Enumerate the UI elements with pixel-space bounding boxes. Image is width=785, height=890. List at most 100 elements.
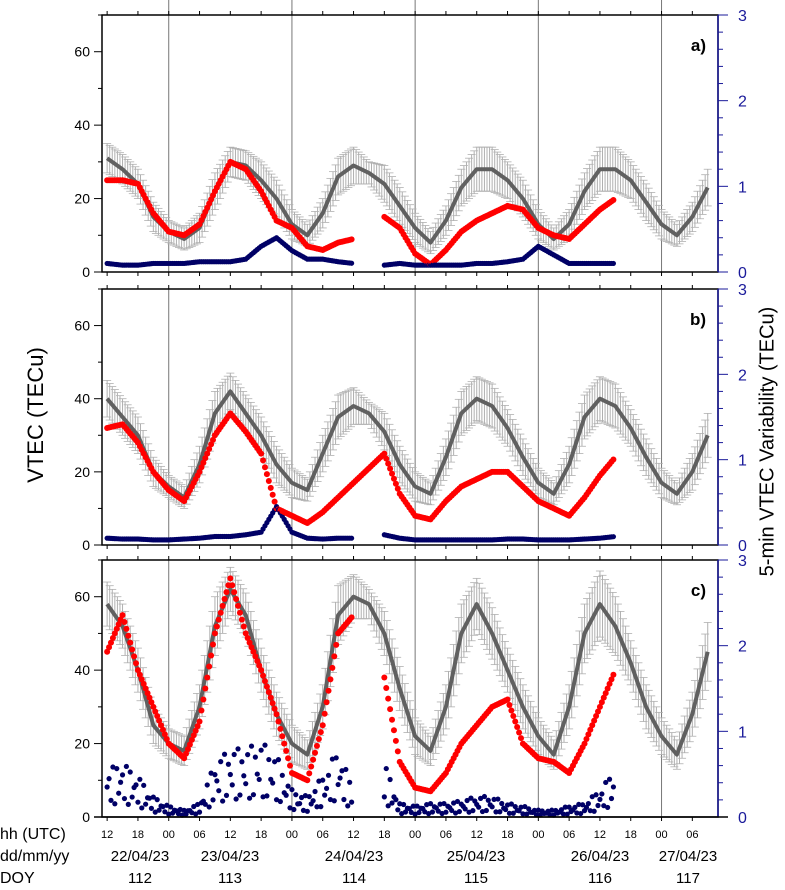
observed-vtec-point (198, 464, 205, 471)
hour-tick-label: 12 (347, 829, 360, 841)
observed-vtec-point (156, 717, 163, 724)
variability-point (252, 754, 258, 760)
observed-vtec-point (587, 726, 594, 733)
hour-tick-label: 06 (563, 829, 576, 841)
variability-point (385, 803, 391, 809)
variability-point (497, 809, 503, 815)
variability-point (119, 772, 126, 778)
observed-vtec-point (121, 618, 128, 625)
observed-vtec-point (387, 465, 394, 472)
variability-point (277, 798, 283, 805)
variability-point (275, 757, 282, 763)
observed-vtec-point (283, 747, 290, 754)
observed-vtec-point (213, 623, 220, 630)
variability-point (503, 806, 509, 813)
variability-point (243, 781, 249, 787)
observed-vtec-point (510, 713, 517, 720)
observed-vtec-point (131, 653, 138, 660)
observed-vtec-point (146, 694, 153, 701)
observed-vtec-point (221, 596, 228, 603)
variability-point (476, 804, 482, 810)
variability-point (114, 765, 120, 772)
observed-vtec-point (127, 639, 134, 646)
observed-vtec-point (115, 621, 122, 628)
observed-vtec-point (211, 630, 218, 637)
variability-point (593, 792, 599, 798)
variability-point (266, 756, 272, 763)
observed-vtec-point (304, 777, 311, 784)
observed-vtec-point (233, 596, 240, 603)
variability-point (196, 809, 203, 815)
variability-point (297, 800, 303, 807)
left-y-tick-label: 40 (74, 117, 90, 133)
variability-point (335, 781, 341, 788)
observed-vtec-point (325, 687, 332, 694)
variability-point (106, 776, 112, 782)
variability-point (349, 799, 355, 805)
observed-vtec-point (285, 755, 292, 762)
observed-vtec-point (600, 694, 607, 701)
variability-point (210, 797, 216, 803)
observed-vtec-point (150, 703, 157, 710)
variability-point (202, 801, 208, 807)
variability-point (221, 751, 228, 757)
observed-vtec-point (383, 685, 390, 692)
variability-point (310, 798, 316, 804)
observed-vtec-point (250, 648, 257, 655)
observed-vtec-point (387, 706, 394, 713)
variability-point (347, 779, 353, 785)
variability-point (235, 746, 241, 752)
observed-vtec-point (231, 589, 238, 596)
variability-point (345, 803, 351, 809)
hour-tick-label: 18 (255, 829, 268, 841)
variability-point (273, 797, 280, 803)
observed-vtec-point (583, 735, 590, 742)
variability-point (150, 794, 156, 800)
variability-point (562, 804, 568, 810)
hour-tick-label: 06 (686, 829, 699, 841)
variability-point (206, 804, 212, 810)
variability-point (437, 801, 443, 807)
observed-vtec-point (138, 676, 145, 683)
left-y-tick-label: 20 (74, 191, 90, 207)
observed-vtec-point (389, 716, 396, 723)
observed-vtec-point (596, 703, 603, 710)
observed-vtec-point (244, 635, 251, 642)
observed-vtec-point (585, 731, 592, 738)
observed-vtec-point (315, 735, 322, 742)
variability-point (318, 804, 324, 810)
variability-point (393, 797, 399, 803)
observed-vtec-point (392, 737, 399, 744)
observed-vtec-point (134, 667, 141, 674)
date-label: 27/04/23 (658, 848, 718, 865)
variability-point (499, 800, 505, 807)
hour-tick-label: 00 (532, 829, 545, 841)
right-y-tick-label: 1 (738, 724, 747, 741)
observed-vtec-point (263, 683, 270, 690)
observed-vtec-point (269, 700, 276, 707)
hour-tick-label: 18 (624, 829, 637, 841)
variability-point (108, 797, 114, 803)
observed-vtec-point (348, 236, 355, 243)
observed-vtec-point (273, 711, 280, 718)
variability-point (454, 798, 461, 805)
observed-vtec-point (267, 694, 274, 701)
hour-tick-label: 18 (378, 829, 391, 841)
hh-row-label: hh (UTC) (0, 826, 66, 843)
observed-vtec-point (235, 602, 242, 609)
left-y-axis-label: VTEC (TECu) (23, 347, 48, 483)
variability-point (610, 534, 617, 540)
variability-point (435, 808, 441, 814)
observed-vtec-point (514, 724, 521, 731)
variability-point (237, 792, 243, 798)
variability-point (576, 801, 582, 808)
observed-vtec-point (227, 575, 234, 582)
observed-vtec-point (129, 646, 136, 653)
doy-label: 113 (218, 870, 242, 887)
observed-vtec-point (389, 470, 396, 477)
variability-point (441, 800, 447, 807)
observed-vtec-point (181, 755, 188, 762)
variability-point (304, 808, 310, 814)
observed-vtec-point (381, 674, 388, 681)
observed-vtec-point (287, 762, 294, 769)
